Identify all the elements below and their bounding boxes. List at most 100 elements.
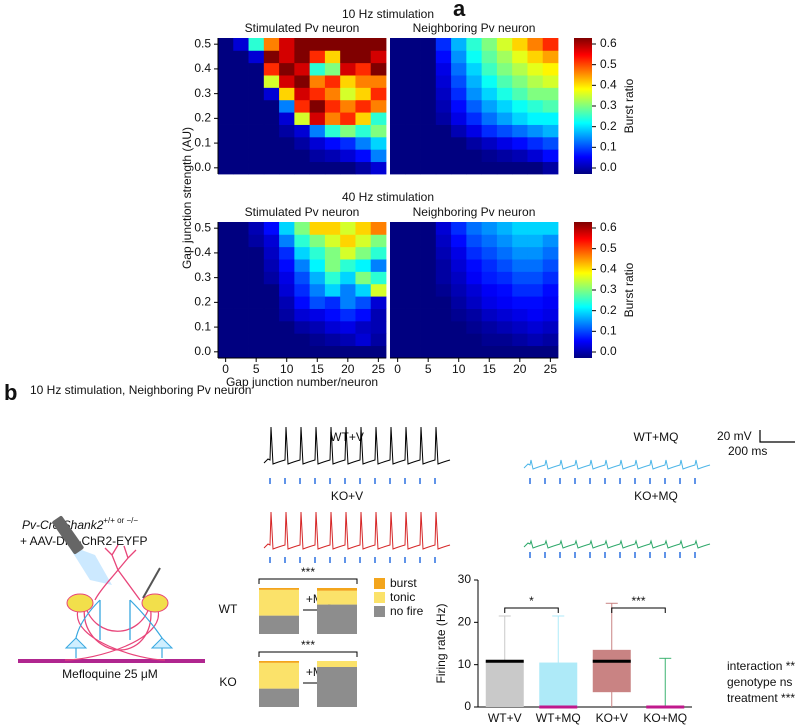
heatmap-cell [420, 345, 437, 359]
heatmap-cell [355, 112, 372, 125]
heatmap-cell [405, 99, 421, 113]
heatmap-cell [294, 50, 311, 64]
heatmap-cell [248, 345, 265, 359]
heatmap-cell [309, 149, 326, 163]
colorbar-label: Burst ratio [622, 78, 636, 133]
heatmap-cell [309, 283, 326, 297]
heatmap-cell [263, 333, 280, 347]
heatmap-cell [466, 283, 483, 297]
heatmap-cell [496, 345, 513, 359]
y-tick-label: 0.2 [194, 111, 211, 125]
trace [523, 459, 711, 470]
heatmap-cell [324, 259, 341, 272]
y-tick-label: 0.4 [194, 245, 211, 259]
heatmap-cell [542, 222, 559, 235]
heatmap-cell [512, 320, 528, 334]
heatmap-cell [390, 99, 406, 113]
heatmap-cell [451, 75, 467, 88]
heatmap-cell [435, 124, 452, 138]
heatmap-cell [340, 38, 356, 51]
heatmap-cell [263, 124, 280, 138]
heatmap-cell [294, 87, 311, 101]
heatmap-cell [248, 283, 265, 297]
heatmap-cell [248, 149, 265, 163]
heatmap-cell [233, 161, 249, 175]
heatmap-cell [451, 112, 467, 125]
heatmap-cell [279, 75, 295, 88]
heatmap-cell [496, 234, 513, 248]
heatmap-cell [451, 308, 467, 322]
heatmap-cell [294, 75, 311, 88]
legend-label: tonic [390, 590, 415, 604]
colorbar-tick-label: 0.4 [600, 78, 617, 92]
heatmap-cell [233, 259, 249, 272]
significance-label: *** [631, 594, 645, 608]
heatmap-cell [370, 87, 387, 101]
heatmap-cell [355, 50, 372, 64]
heatmap-cell [309, 259, 326, 272]
heatmap-cell [466, 99, 483, 113]
heatmap-cell [263, 296, 280, 309]
x-tick-label: 5 [253, 362, 260, 376]
heatmap-cell [496, 62, 513, 76]
heatmap-cell [435, 62, 452, 76]
heatmap-cell [527, 75, 544, 88]
heatmap-cell [263, 283, 280, 297]
heatmap-cell [233, 296, 249, 309]
heatmap-cell [248, 259, 265, 272]
heatmap-cell [324, 50, 341, 64]
heatmap-cell [370, 50, 387, 64]
heatmap-cell [263, 149, 280, 163]
heatmap-cell [309, 38, 326, 51]
heatmap-cell [466, 161, 483, 175]
x-tick-label: WT+MQ [536, 711, 581, 725]
scale-bar-label: 200 ms [728, 444, 767, 458]
heatmap-cell [233, 333, 249, 347]
heatmap-cell [309, 62, 326, 76]
heatmap-cell [340, 87, 356, 101]
heatmap-cell [218, 246, 234, 260]
group-label: WT [219, 602, 238, 616]
heatmap-cell [420, 308, 437, 322]
heatmap-cell [340, 308, 356, 322]
heatmap-cell [420, 296, 437, 309]
heatmap-cell [263, 99, 280, 113]
heatmap-cell [340, 345, 356, 359]
heatmap-cell [466, 62, 483, 76]
heatmap-cell [324, 161, 341, 175]
heatmap-cell [466, 38, 483, 51]
heatmap-cell [435, 87, 452, 101]
box [539, 662, 578, 707]
heatmap-cell [512, 345, 528, 359]
heatmap-cell [294, 222, 311, 235]
heatmap-cell [370, 112, 387, 125]
heatmap-cell [527, 112, 544, 125]
heatmap-cell [512, 296, 528, 309]
heatmap-cell [233, 320, 249, 334]
heatmap-cell [309, 308, 326, 322]
colorbar-tick-label: 0.2 [600, 303, 617, 317]
heatmap-cell [512, 149, 528, 163]
heatmap-cell [405, 62, 421, 76]
heatmap-cell [435, 283, 452, 297]
heatmap-cell [233, 234, 249, 248]
heatmap-cell [420, 234, 437, 248]
heatmap-cell [420, 124, 437, 138]
heatmap-cell [496, 161, 513, 175]
heatmap-cell [390, 62, 406, 76]
heatmap-cell [420, 320, 437, 334]
heatmap-cell [294, 234, 311, 248]
legend-swatch [374, 592, 385, 603]
colorbar-tick-label: 0.3 [600, 282, 617, 296]
heatmap-cell [324, 75, 341, 88]
trace-label: KO+V [331, 489, 363, 503]
heatmap-cell [527, 149, 544, 163]
heatmap-cell [481, 149, 498, 163]
heatmap-cell [512, 75, 528, 88]
heatmap-cell [405, 333, 421, 347]
heatmap-cell [294, 112, 311, 125]
heatmap-cell [309, 112, 326, 125]
heatmap-cell [542, 99, 559, 113]
heatmap-cell [435, 271, 452, 285]
heatmap-cell [466, 296, 483, 309]
